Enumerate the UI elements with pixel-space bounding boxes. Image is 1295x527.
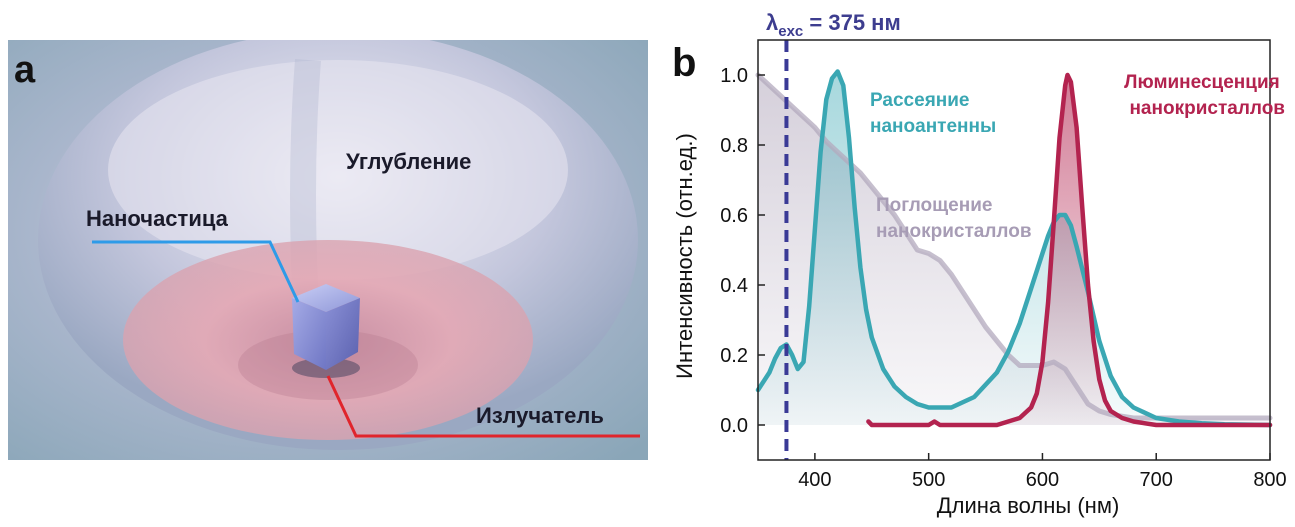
series-lines xyxy=(755,69,1273,428)
panel-a-illustration: a Углубление Наночастица Излучатель xyxy=(8,30,648,460)
x-tick-label: 700 xyxy=(1140,469,1173,491)
luminescence-label: Люминесценция нанокристаллов xyxy=(1124,72,1285,119)
depression-label: Углубление xyxy=(346,149,471,174)
nanoparticle-pointer-line xyxy=(92,240,300,303)
y-tick-label: 0.0 xyxy=(720,415,748,437)
luminescence-line xyxy=(866,72,1273,428)
nanoparticle-label: Наночастица xyxy=(86,206,229,231)
panel-b-chart: b λexc = 375 нм 400 500 600 700 800 0.0 0.2 0.… xyxy=(648,0,1288,522)
y-axis-ticks: 0.0 0.2 0.4 0.6 0.8 1.0 xyxy=(720,65,765,437)
y-tick-label: 0.6 xyxy=(720,205,748,227)
x-tick-label: 400 xyxy=(798,469,831,491)
panel-b-label: b xyxy=(672,41,696,85)
x-axis-ticks: 400 500 600 700 800 xyxy=(798,453,1287,491)
panel-a-label: a xyxy=(14,49,36,91)
x-axis-label: Длина волны (нм) xyxy=(937,493,1120,518)
scattering-line xyxy=(755,69,1273,428)
illustration-canvas: a Углубление Наночастица Излучатель xyxy=(8,30,648,460)
plot-frame xyxy=(757,39,1271,461)
y-tick-label: 0.8 xyxy=(720,135,748,157)
excitation-label: λexc = 375 нм xyxy=(766,10,901,40)
bowl-highlight xyxy=(108,60,568,280)
emitter-pointer-line xyxy=(326,375,640,438)
scattering-label: Рассеяние наноантенны xyxy=(870,90,996,137)
y-axis-label: Интенсивность (отн.ед.) xyxy=(672,133,697,379)
scattering-area xyxy=(758,71,1270,425)
y-tick-label: 1.0 xyxy=(720,65,748,87)
y-tick-label: 0.4 xyxy=(720,275,748,297)
absorption-label: Поглощение нанокристаллов xyxy=(876,195,1032,242)
x-tick-label: 800 xyxy=(1253,469,1286,491)
absorption-area xyxy=(758,75,1270,425)
area-fills xyxy=(758,71,1270,425)
x-tick-label: 600 xyxy=(1026,469,1059,491)
x-tick-label: 500 xyxy=(912,469,945,491)
luminescence-area xyxy=(868,75,1270,425)
nanoparticle-cube xyxy=(292,284,360,370)
spectra-chart: b λexc = 375 нм 400 500 600 700 800 0.00.20.… xyxy=(672,10,1287,518)
y-tick-label: 0.2 xyxy=(720,345,748,367)
emitter-label: Излучатель xyxy=(476,403,604,428)
